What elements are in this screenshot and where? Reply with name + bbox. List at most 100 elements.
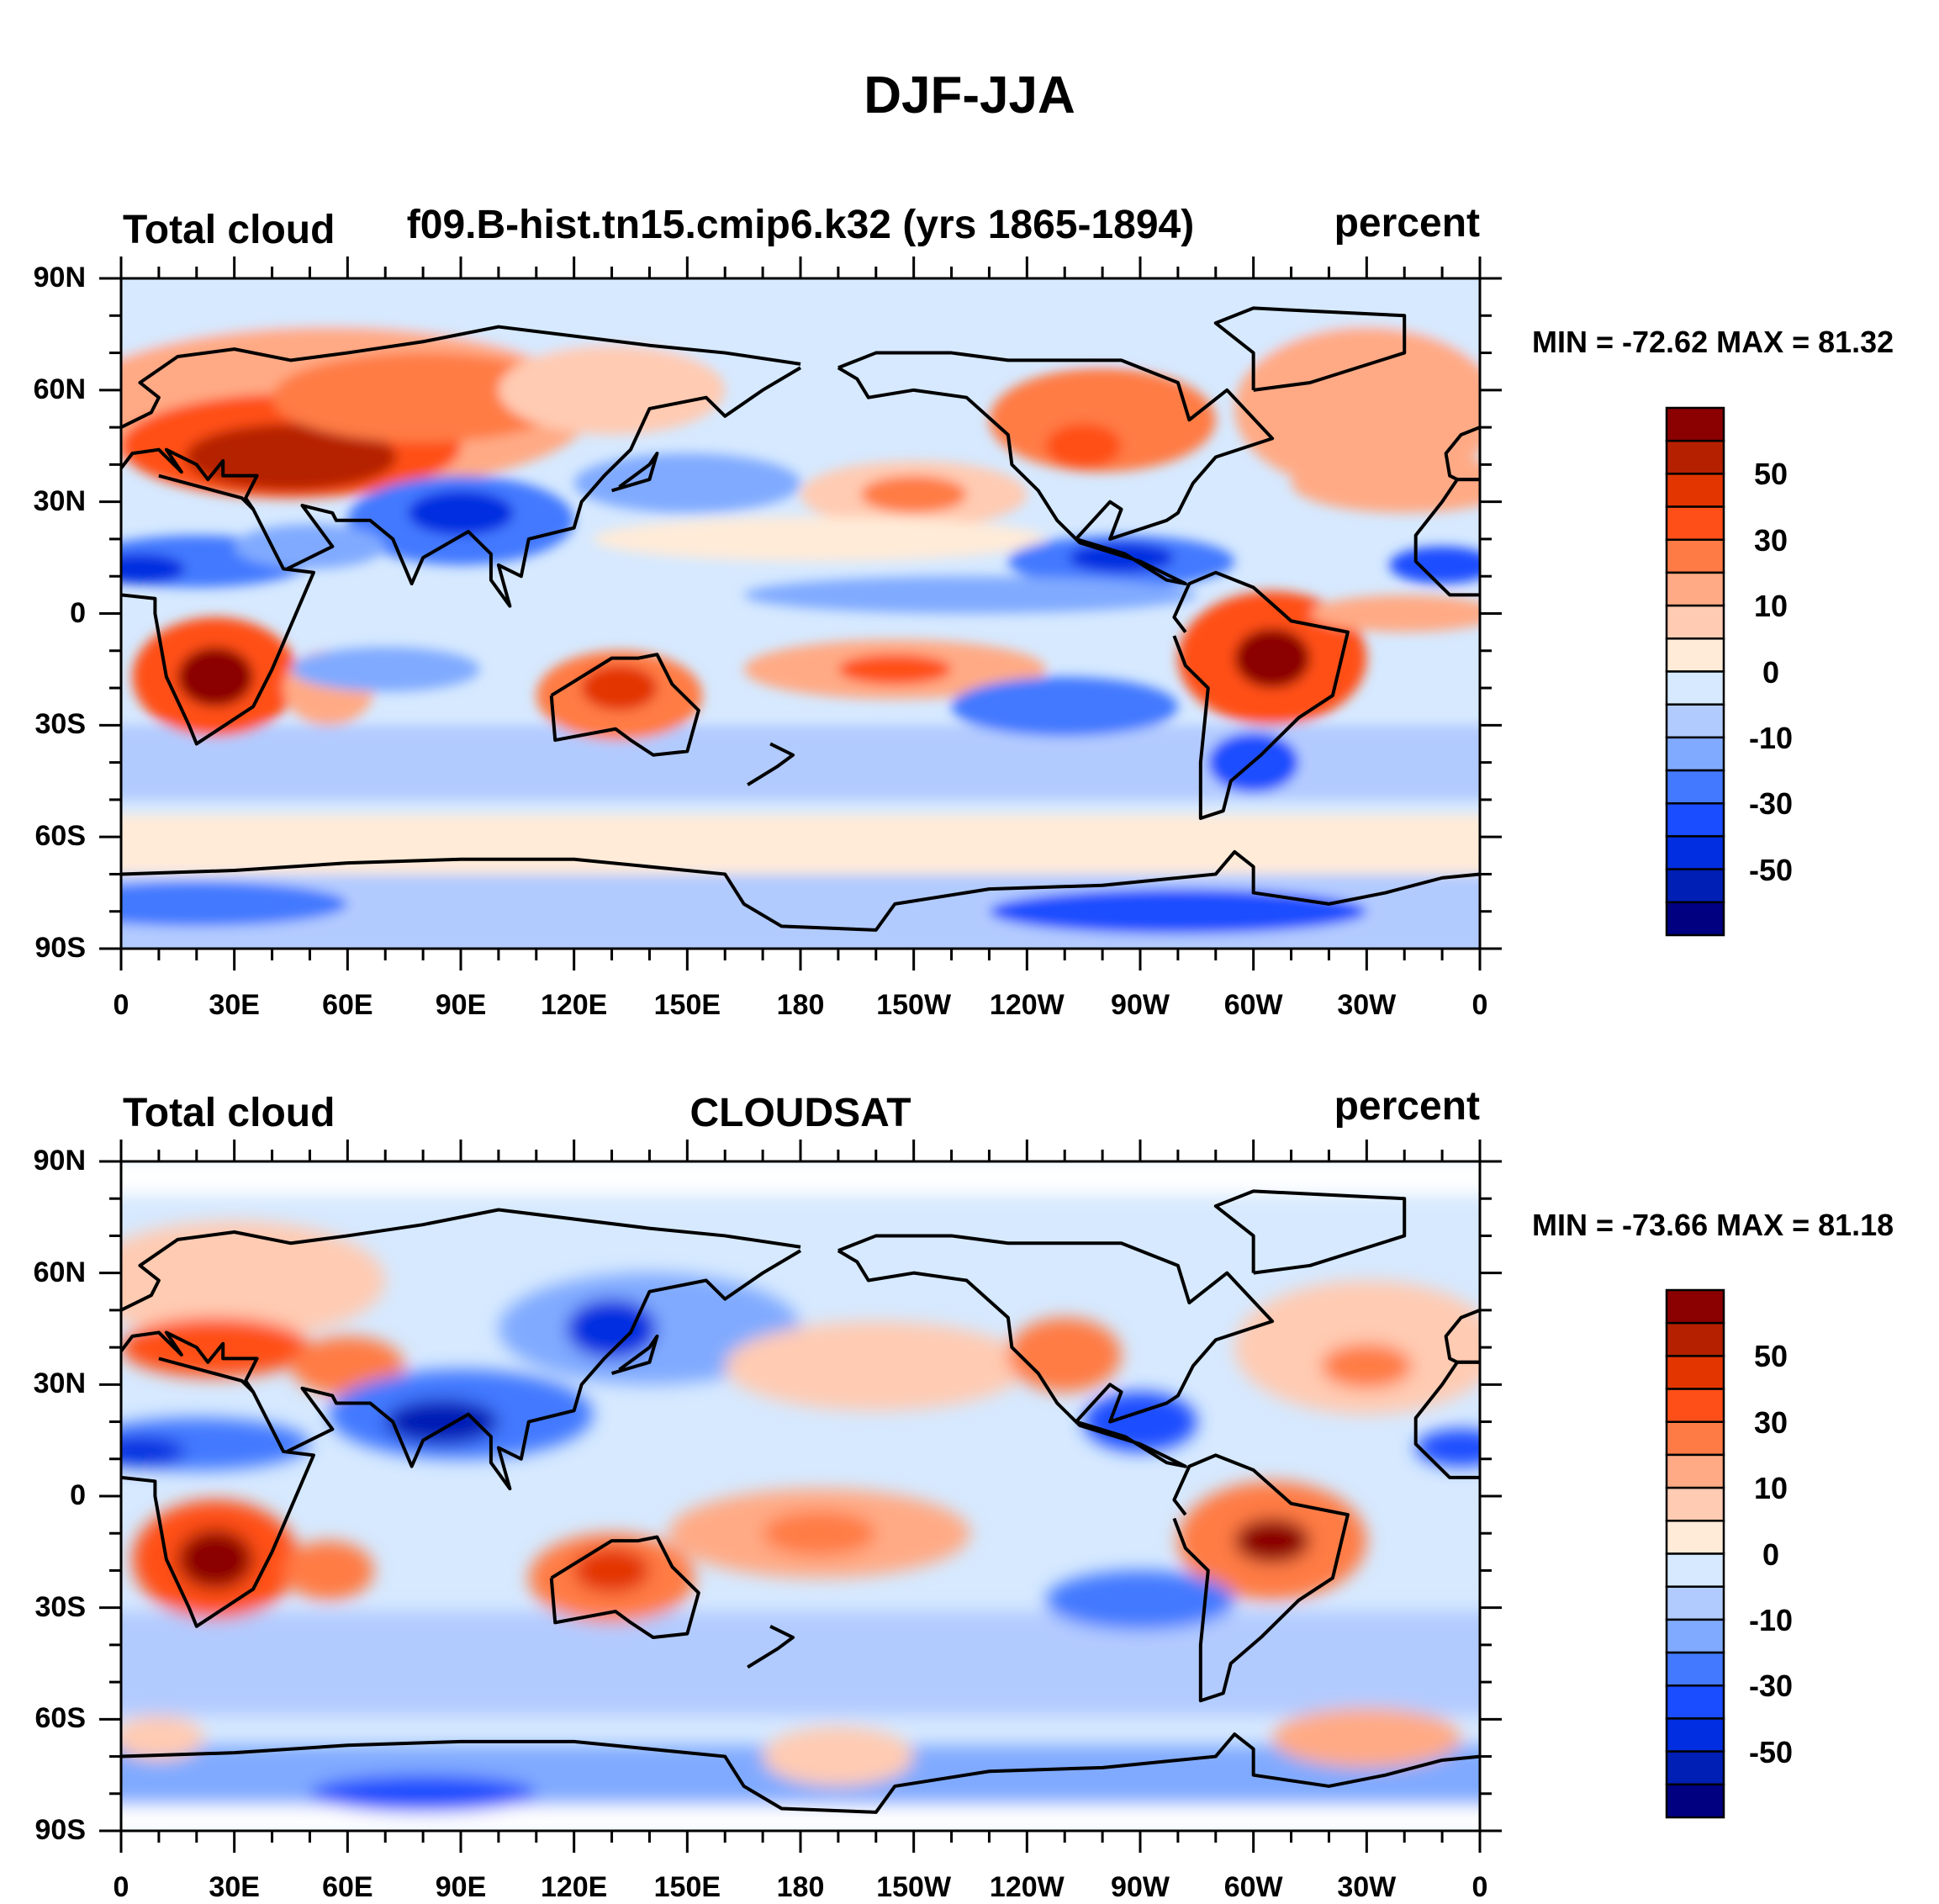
contour-field xyxy=(121,278,1480,949)
y-tick-label: 60N xyxy=(33,373,86,405)
contour-region xyxy=(121,1317,310,1378)
colorbar-label: 30 xyxy=(1753,522,1788,558)
x-tick-label: 180 xyxy=(776,989,825,1021)
coastline xyxy=(549,653,700,757)
x-tick-label: 90E xyxy=(435,1871,487,1903)
contour-region xyxy=(1389,546,1480,584)
contour-region xyxy=(1415,1429,1480,1467)
colorbar-label: 50 xyxy=(1753,1339,1788,1374)
x-tick-label: 60W xyxy=(1223,1871,1283,1903)
coastline xyxy=(747,742,795,786)
x-tick-label: 60E xyxy=(322,989,373,1021)
contour-region xyxy=(385,1399,499,1445)
contour-region xyxy=(837,654,952,685)
x-tick-label: 120W xyxy=(989,989,1065,1021)
colorbar-swatch xyxy=(1665,1388,1725,1423)
contour-region xyxy=(573,453,800,513)
panel-2-units-label: percent xyxy=(1334,1084,1480,1129)
panel-1-units-label: percent xyxy=(1334,201,1480,246)
x-tick-label: 0 xyxy=(113,1871,129,1903)
y-tick-label: 90S xyxy=(34,932,87,964)
contour-region xyxy=(121,881,348,927)
colorbar-swatch xyxy=(1665,769,1725,805)
contour-region xyxy=(1234,628,1310,689)
colorbar-swatch xyxy=(1665,1750,1725,1786)
coastline xyxy=(1172,1453,1350,1703)
coastline xyxy=(1172,570,1350,821)
coastline xyxy=(1213,306,1407,392)
x-tick-label: 0 xyxy=(1471,1871,1488,1903)
colorbar-swatch xyxy=(1665,1420,1725,1457)
colorbar-label: -10 xyxy=(1748,720,1794,755)
coastline xyxy=(1444,1309,1480,1364)
colorbar-swatch xyxy=(1665,703,1725,739)
coastline xyxy=(121,447,259,510)
coastline xyxy=(121,849,1480,932)
y-tick-label: 30S xyxy=(34,708,87,741)
y-tick-label: 60S xyxy=(34,820,87,853)
x-tick-label: 30E xyxy=(209,989,260,1021)
x-tick-label: 60E xyxy=(322,1871,373,1903)
x-tick-label: 120E xyxy=(540,989,608,1021)
contour-band xyxy=(121,1611,1480,1716)
x-tick-label: 180 xyxy=(776,1871,825,1903)
contour-region xyxy=(291,647,480,692)
y-tick-label: 60S xyxy=(34,1702,87,1735)
colorbar-swatch xyxy=(1665,538,1725,574)
contour-region xyxy=(573,1547,650,1593)
colorbar-swatch xyxy=(1665,802,1725,838)
contour-region xyxy=(743,576,1197,614)
colorbar-label: 30 xyxy=(1753,1404,1788,1440)
coastline xyxy=(286,1249,802,1491)
y-tick-label: 30N xyxy=(33,484,86,517)
x-tick-label: 30E xyxy=(209,1871,260,1903)
contour-region xyxy=(989,889,1367,934)
x-tick-label: 120W xyxy=(989,1871,1065,1903)
y-tick-label: 90S xyxy=(34,1814,87,1846)
x-tick-label: 30W xyxy=(1337,989,1397,1021)
y-tick-label: 0 xyxy=(70,1479,86,1511)
coastline xyxy=(610,452,659,493)
contour-region xyxy=(177,647,254,707)
colorbar-swatch xyxy=(1665,1685,1725,1720)
coastline xyxy=(837,1234,1275,1468)
contour-region xyxy=(234,524,386,569)
colorbar-swatch xyxy=(1665,1288,1725,1325)
colorbar-label: -10 xyxy=(1748,1602,1794,1637)
contour-region xyxy=(309,1774,536,1812)
x-tick-label: 90E xyxy=(435,989,487,1021)
contour-field xyxy=(121,1161,1480,1831)
coastline xyxy=(286,366,802,608)
colorbar-label: 0 xyxy=(1762,1536,1780,1572)
x-tick-label: 150W xyxy=(876,989,952,1021)
colorbar xyxy=(1665,1288,1725,1819)
panel-2-case-label: CLOUDSAT xyxy=(689,1091,911,1135)
colorbar-swatch xyxy=(1665,1783,1725,1819)
x-tick-label: 150E xyxy=(653,1871,721,1903)
colorbar xyxy=(1665,406,1725,937)
coastline xyxy=(837,351,1275,586)
x-tick-label: 90W xyxy=(1111,1871,1170,1903)
contour-region xyxy=(566,1298,658,1359)
coastline xyxy=(121,1208,801,1312)
colorbar-label: 10 xyxy=(1753,1471,1788,1506)
contour-band xyxy=(121,1161,1480,1195)
coastline xyxy=(121,1330,259,1394)
contour-region xyxy=(725,1321,1028,1411)
contour-region xyxy=(185,423,397,491)
x-tick-label: 120E xyxy=(540,1871,608,1903)
coastline xyxy=(747,1624,795,1669)
colorbar-swatch xyxy=(1665,1355,1725,1390)
contour-region xyxy=(177,1529,254,1589)
contour-region xyxy=(1234,1518,1310,1563)
contour-region xyxy=(581,665,658,711)
contour-region xyxy=(1007,1317,1122,1393)
y-tick-label: 30N xyxy=(33,1367,86,1400)
contour-region xyxy=(121,1436,186,1467)
colorbar-label: 50 xyxy=(1753,457,1788,492)
colorbar-swatch xyxy=(1665,670,1725,706)
coastline xyxy=(549,1535,700,1640)
y-tick-label: 30S xyxy=(34,1590,87,1623)
contour-region xyxy=(1045,1570,1235,1631)
